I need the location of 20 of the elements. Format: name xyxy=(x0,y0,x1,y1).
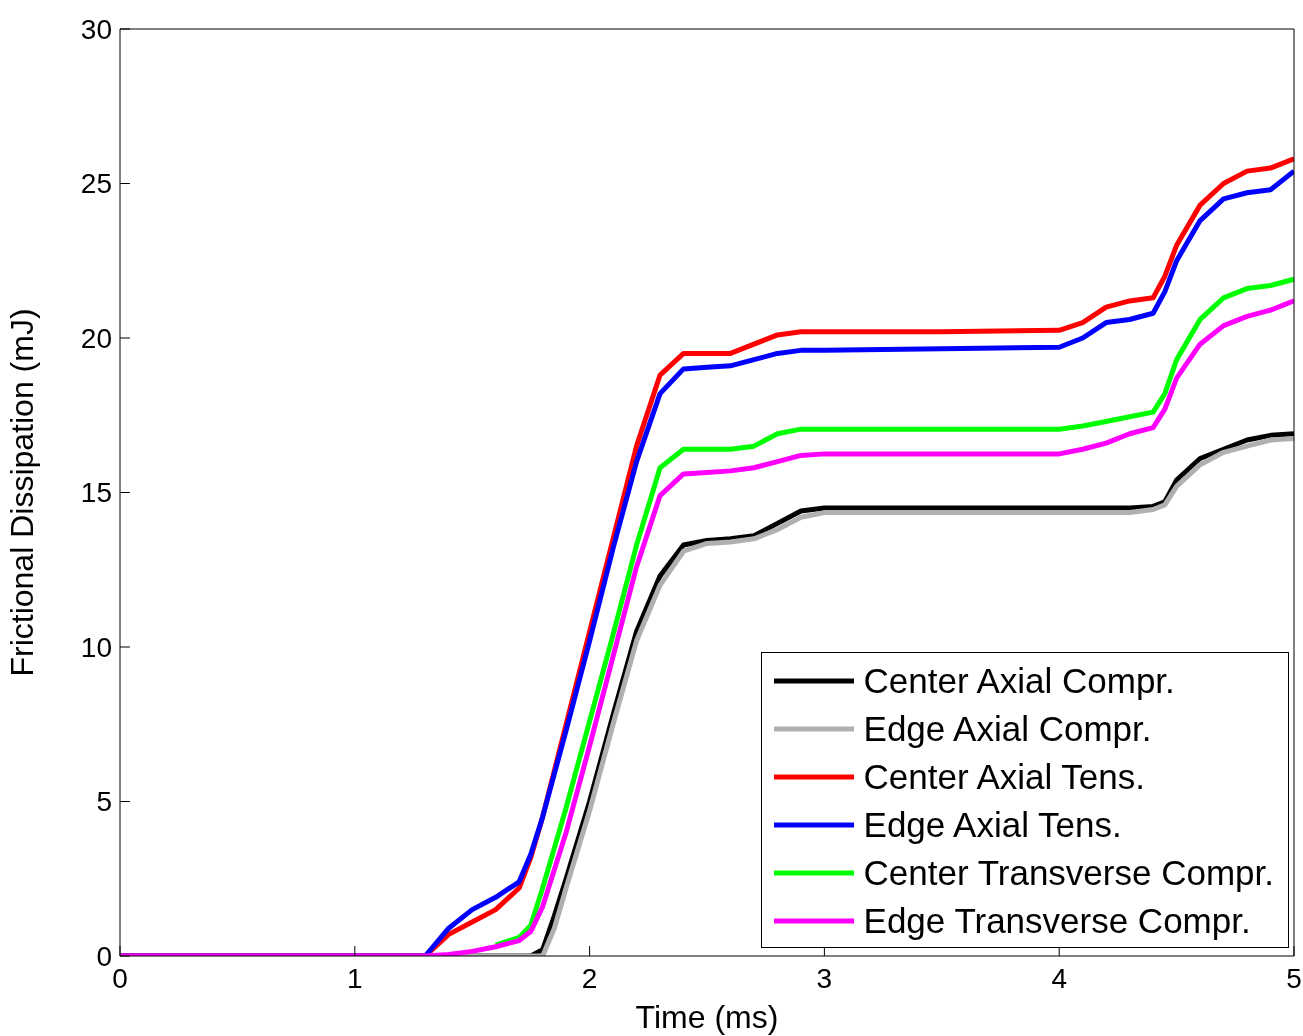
legend-label: Edge Transverse Compr. xyxy=(863,901,1251,941)
y-axis-title: Frictional Dissipation (mJ) xyxy=(4,308,41,677)
y-tick-label: 10 xyxy=(80,631,112,663)
y-tick-label: 0 xyxy=(96,940,112,972)
x-tick-label: 4 xyxy=(1051,962,1067,994)
y-tick-label: 20 xyxy=(80,322,112,354)
y-tick-label: 25 xyxy=(80,168,112,200)
x-axis-title: Time (ms) xyxy=(635,999,779,1035)
legend-label: Center Axial Compr. xyxy=(863,661,1175,701)
x-tick-label: 3 xyxy=(816,962,833,994)
legend-label: Edge Axial Tens. xyxy=(863,805,1122,845)
x-tick-label: 1 xyxy=(347,962,363,994)
legend-label: Center Axial Tens. xyxy=(863,757,1146,797)
x-tick-label: 2 xyxy=(581,962,598,994)
y-tick-label: 5 xyxy=(96,786,112,818)
legend-label: Center Transverse Compr. xyxy=(863,853,1274,893)
legend-label: Edge Axial Compr. xyxy=(863,709,1152,749)
x-tick-label: 5 xyxy=(1286,962,1302,994)
y-tick-label: 30 xyxy=(80,13,112,45)
y-tick-label: 15 xyxy=(80,477,112,509)
